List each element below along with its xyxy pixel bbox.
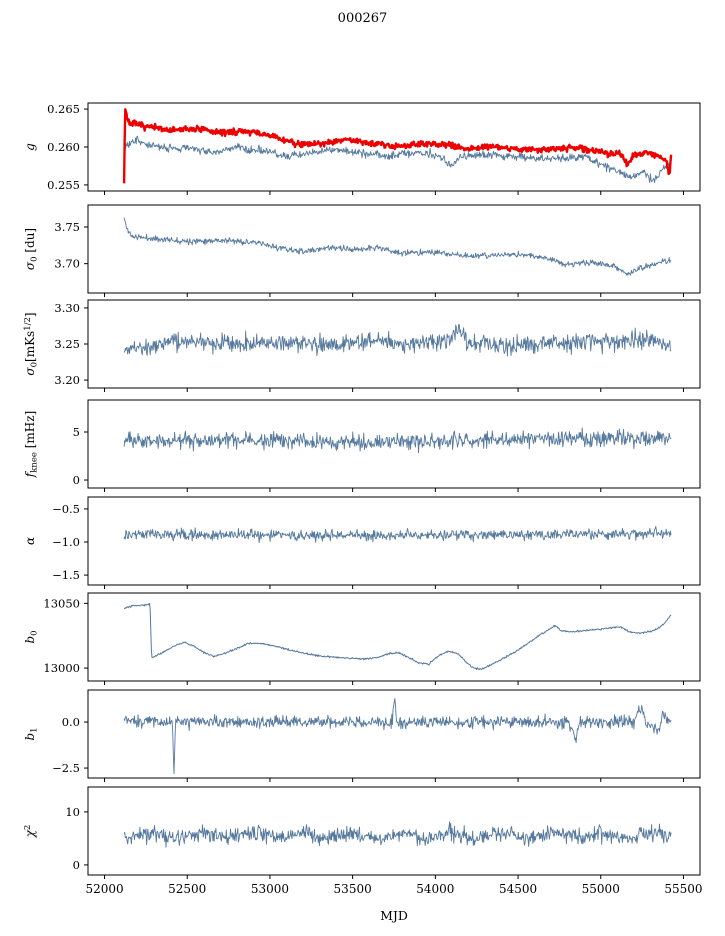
series-g-smoothed	[122, 108, 673, 184]
y-tick-label: 3.30	[54, 301, 80, 315]
x-axis-label: MJD	[380, 908, 408, 923]
series-fknee	[123, 427, 672, 454]
y-tick-label: 3.25	[54, 337, 80, 351]
panel-b1: −2.5 0.0 b1	[23, 689, 701, 782]
y-tick-label: 0.0	[62, 715, 80, 729]
y-tick-label: 0.260	[47, 140, 80, 154]
panel-sigma0-du: 3.70 3.75 σ0 [du]	[23, 204, 701, 297]
panel-frame	[87, 399, 701, 489]
panel-chi2: 0 10 52000 52500 53000 53500 54000 54500 55000 55…	[23, 786, 703, 896]
y-tick-label: 13000	[43, 661, 80, 675]
panel-frame	[87, 204, 701, 294]
x-tick-label: 52000	[85, 882, 123, 896]
panel-frame	[87, 496, 701, 586]
panel-sigma0-mks: 3.20 3.25 3.30 σ0[mKs1/2]	[23, 299, 701, 392]
y-tick-label: 0	[73, 858, 80, 872]
series-g-fit	[123, 135, 672, 184]
y-tick-label: 10	[65, 805, 80, 819]
y-tick-label: 3.70	[54, 257, 80, 271]
y-tick-label: −0.5	[52, 502, 80, 516]
y-tick-label: 13050	[43, 596, 80, 610]
y-axis-label: fknee [mHz]	[23, 411, 40, 478]
y-axis-label: b0	[23, 630, 40, 643]
series-b1	[123, 698, 672, 775]
panel-frame	[87, 689, 701, 779]
x-tick-label: 55000	[582, 882, 620, 896]
y-tick-label: −1.0	[52, 535, 80, 549]
y-axis-label: χ2	[23, 825, 37, 839]
x-tick-label: 53500	[334, 882, 372, 896]
panel-frame	[87, 786, 701, 876]
y-axis-label: g	[23, 143, 37, 151]
x-tick-label: 53000	[251, 882, 289, 896]
x-tick-label: 54000	[416, 882, 454, 896]
y-tick-label: 3.75	[54, 220, 80, 234]
y-axis-label: b1	[23, 727, 40, 740]
y-tick-label: 0	[73, 473, 80, 487]
series-b0	[123, 603, 672, 670]
figure-title: 000267	[337, 11, 388, 26]
series-alpha	[123, 525, 672, 544]
y-tick-label: −1.5	[52, 568, 80, 582]
x-tick-label: 54500	[499, 882, 537, 896]
panel-fknee: 0 5 fknee [mHz]	[23, 399, 701, 492]
panel-alpha: −1.5 −1.0 −0.5 α	[23, 496, 701, 589]
series-sigma0-du	[123, 217, 672, 276]
panel-frame	[87, 592, 701, 682]
y-tick-label: 5	[73, 425, 80, 439]
y-tick-label: −2.5	[52, 761, 80, 775]
x-tick-label: 55500	[664, 882, 702, 896]
series-chi2	[123, 821, 672, 848]
y-axis-label: σ0 [du]	[23, 228, 40, 270]
y-tick-label: 0.255	[47, 178, 80, 192]
y-tick-label: 3.20	[54, 373, 80, 387]
panel-g: 0.255 0.260 0.265 g	[23, 102, 701, 195]
series-sigma0-mks	[123, 323, 672, 357]
y-axis-label: σ0[mKs1/2]	[23, 312, 40, 375]
panel-b0: 13000 13050 b0	[23, 592, 701, 685]
y-axis-label: α	[23, 537, 37, 545]
y-tick-label: 0.265	[47, 102, 80, 116]
x-tick-label: 52500	[168, 882, 206, 896]
